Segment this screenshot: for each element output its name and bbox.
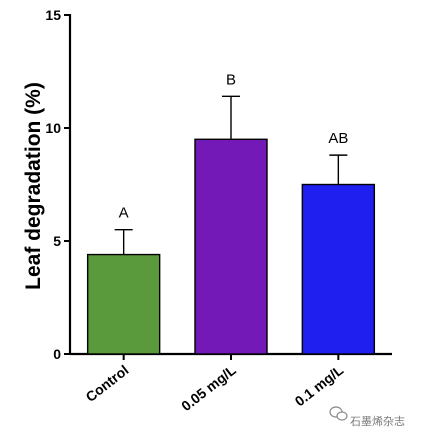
wechat-icon [329,406,348,421]
x-category-label: Control [82,362,131,405]
significance-label: A [119,205,129,222]
x-category-label: 0.1 mg/L [292,361,347,409]
bars [86,95,376,355]
x-category-label: 0.05 mg/L [178,361,239,414]
bar [194,138,268,355]
bar [86,253,161,355]
bar [301,183,376,355]
significance-label: B [226,71,236,88]
y-tick-label: 15 [45,7,61,23]
significance-label: AB [328,130,348,147]
watermark-text: 石墨烯杂志 [350,415,405,428]
y-tick-label: 5 [53,233,61,249]
y-tick-label: 10 [45,120,61,136]
watermark: 石墨烯杂志 [329,406,405,428]
y-tick-label: 0 [53,346,61,362]
y-axis-title: Leaf degradation (%) [22,82,45,290]
